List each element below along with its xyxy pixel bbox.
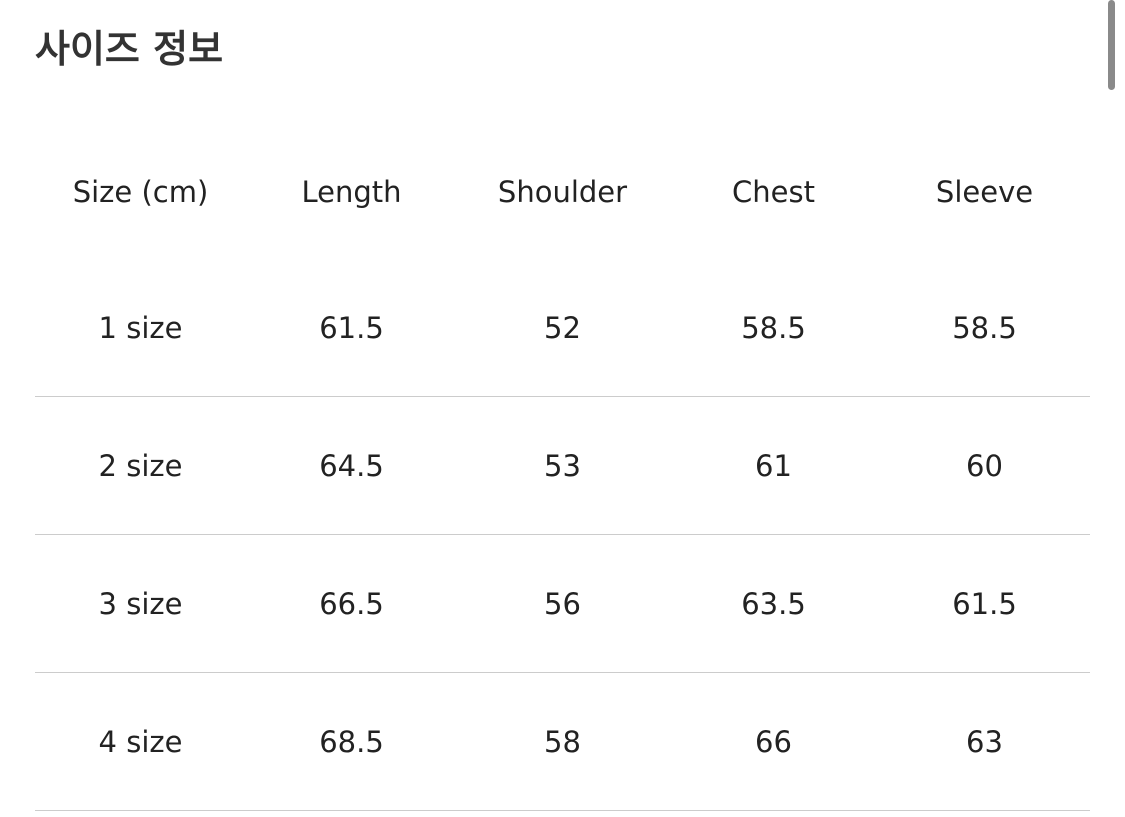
table-row: 4 size 68.5 58 66 63	[35, 672, 1090, 811]
table-row: 3 size 66.5 56 63.5 61.5	[35, 534, 1090, 673]
table-cell: 61	[668, 396, 879, 535]
table-cell: 66.5	[246, 534, 457, 673]
table-cell: 66	[668, 672, 879, 811]
table-row: 2 size 64.5 53 61 60	[35, 396, 1090, 535]
table-cell: 60	[879, 396, 1090, 535]
size-table: Size (cm) Length Shoulder Chest Sleeve 1…	[35, 125, 1090, 811]
header-size: Size (cm)	[72, 175, 209, 209]
header-length: Length	[301, 175, 402, 209]
scrollbar[interactable]	[1108, 0, 1115, 90]
header-row: Size (cm) Length Shoulder Chest Sleeve	[35, 125, 1090, 259]
header-shoulder: Shoulder	[497, 175, 628, 209]
table-cell: 53	[457, 396, 668, 535]
header-chest: Chest	[732, 175, 815, 209]
table-cell: 58	[457, 672, 668, 811]
table-cell: 64.5	[246, 396, 457, 535]
table-cell: 68.5	[246, 672, 457, 811]
table-cell: 4 size	[35, 672, 246, 811]
table-cell: 61.5	[246, 259, 457, 397]
page-title: 사이즈 정보	[35, 27, 224, 71]
header-sleeve: Sleeve	[935, 175, 1034, 209]
table-cell: 58.5	[879, 259, 1090, 397]
table-cell: 2 size	[35, 396, 246, 535]
table-cell: 1 size	[35, 259, 246, 397]
table-cell: 63.5	[668, 534, 879, 673]
table-row: 1 size 61.5 52 58.5 58.5	[35, 259, 1090, 397]
table-cell: 52	[457, 259, 668, 397]
table-cell: 56	[457, 534, 668, 673]
table-cell: 63	[879, 672, 1090, 811]
table-cell: 58.5	[668, 259, 879, 397]
table-cell: 61.5	[879, 534, 1090, 673]
table-cell: 3 size	[35, 534, 246, 673]
